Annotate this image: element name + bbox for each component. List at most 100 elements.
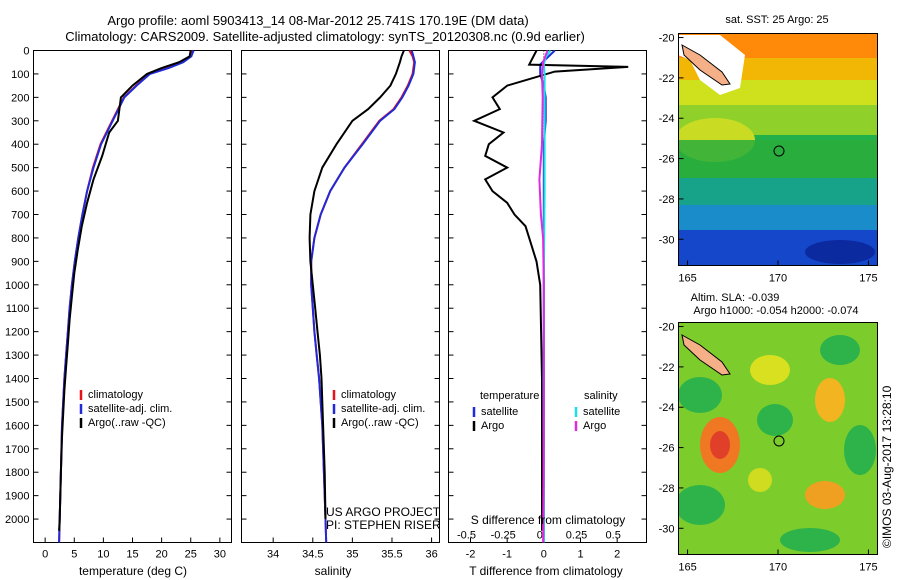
map-y-tick-label: -30 [659,523,675,535]
sla-map: Altim. SLA: -0.039 Argo h1000: -0.054 h2… [659,292,878,574]
x-tick-label: 34 [267,549,279,561]
sla-argo-marker [773,435,785,447]
map-x-tick-label: 175 [859,562,877,574]
salinity-xlabel: salinity [315,564,352,578]
y-tick-label: 1700 [5,444,29,456]
y-tick-label: 1300 [5,350,29,362]
legend-label: satellite-adj. clim. [341,403,425,415]
sla-high-2 [815,378,845,422]
s-diff-tick-label: -0.25 [491,530,516,542]
sst-argo-marker [773,145,785,157]
difference-legend: temperature salinity satellite Argo satellit… [472,390,620,432]
map-y-tick-label: -26 [659,443,675,455]
temperature-legend: climatology satellite-adj. clim. Argo(..ra… [79,389,172,429]
s-diff-tick-label: 0.25 [566,530,587,542]
x-tick-label: 0 [42,549,48,561]
sst-land-new-caledonia [681,44,731,86]
x-tick-label: 25 [185,549,197,561]
map-y-tick-label: -24 [659,402,675,414]
sla-low-2 [757,404,793,436]
y-tick-label: 1000 [5,280,29,292]
legend-label: Argo(..raw -QC) [341,417,419,429]
y-tick-label: 500 [11,163,29,175]
temperature-panel: 0 5 10 15 20 25 300100200300400500600700800900… [5,46,232,578]
y-tick-label: 300 [11,116,29,128]
y-tick-label: 800 [11,233,29,245]
sla-high-5 [748,468,772,492]
s-diff-tick-label: 0 [537,530,543,542]
x-tick-label: 10 [97,549,109,561]
y-tick-label: 900 [11,256,29,268]
x-tick-label: 1 [577,549,583,561]
legend-label: climatology [88,389,144,401]
sla-map-title-2: Argo h1000: -0.054 h2000: -0.074 [693,305,858,317]
x-tick-label: 15 [126,549,138,561]
legend-label: satellite [481,406,518,418]
y-tick-label: 600 [11,186,29,198]
map-x-tick-label: 170 [769,562,787,574]
project-line-2: PI: STEPHEN RISER [326,518,441,532]
sla-low-3 [678,485,725,525]
x-tick-label: 2 [614,549,620,561]
sla-low-6 [820,335,860,365]
sla-low-5 [780,528,840,552]
legend-label: Argo [481,420,504,432]
sst-field-green [678,140,878,180]
imos-credit: ©IMOS 03-Aug-2017 13:28:10 [880,385,894,548]
map-x-tick-label: 165 [678,273,696,285]
salinity-panel: 34 34.5 35 35.5 36 salinity climatology satel… [241,50,441,578]
sst-map-title: sat. SST: 25 Argo: 25 [725,14,828,26]
y-tick-label: 1400 [5,374,29,386]
sla-land-new-caledonia [681,334,731,376]
map-x-tick-label: 165 [678,562,696,574]
series-line [471,50,629,531]
map-y-tick-label: -26 [659,154,675,166]
map-x-tick-label: 170 [769,273,787,285]
sla-high-1-core [710,431,730,459]
difference-panel: -2 -1 0 1 2 -0.5 -0.25 0 0.25 0.5 T difference fr… [448,49,647,578]
map-y-tick-label: -20 [659,322,675,334]
x-tick-label: 0 [541,549,547,561]
map-y-tick-label: -22 [659,73,675,85]
x-tick-label: 34.5 [302,549,323,561]
legend-label: Argo [583,420,606,432]
legend-label: satellite [583,406,620,418]
x-tick-label: -1 [502,549,512,561]
y-tick-label: 100 [11,69,29,81]
series-line [58,50,192,531]
series-line [308,50,405,520]
map-y-tick-label: -22 [659,362,675,374]
project-line-1: US ARGO PROJECT [326,505,441,519]
sla-low-1 [678,377,722,413]
y-tick-label: 200 [11,92,29,104]
y-tick-label: 400 [11,139,29,151]
y-tick-label: 1500 [5,397,29,409]
series-line [58,50,193,543]
map-y-tick-label: -20 [659,33,675,45]
s-diff-tick-label: -0.5 [457,530,476,542]
x-tick-label: 30 [214,549,226,561]
sla-high-4 [750,355,790,385]
legend-label: satellite-adj. clim. [88,403,172,415]
series-line [58,50,195,543]
y-tick-label: 1800 [5,467,29,479]
s-diff-tick-label: 0.5 [606,530,621,542]
salinity-legend: climatology satellite-adj. clim. Argo(..ra… [332,389,425,429]
title-line-1: Argo profile: aoml 5903413_14 08-Mar-201… [107,13,528,28]
y-tick-label: 1200 [5,327,29,339]
y-tick-label: 1600 [5,420,29,432]
y-tick-label: 0 [23,46,29,58]
series-line [310,50,416,543]
t-diff-xlabel: T difference from climatology [469,564,623,578]
sst-map: sat. SST: 25 Argo: 25 165 170 175 -20 -22 -24… [659,14,878,285]
x-tick-label: 36 [425,549,437,561]
difference-axes [448,50,647,543]
map-y-tick-label: -28 [659,194,675,206]
x-tick-label: 35 [346,549,358,561]
y-tick-label: 2000 [5,514,29,526]
series-line [310,50,416,543]
legend-label: Argo(..raw -QC) [88,417,166,429]
x-tick-label: 35.5 [381,549,402,561]
map-y-tick-label: -24 [659,113,675,125]
